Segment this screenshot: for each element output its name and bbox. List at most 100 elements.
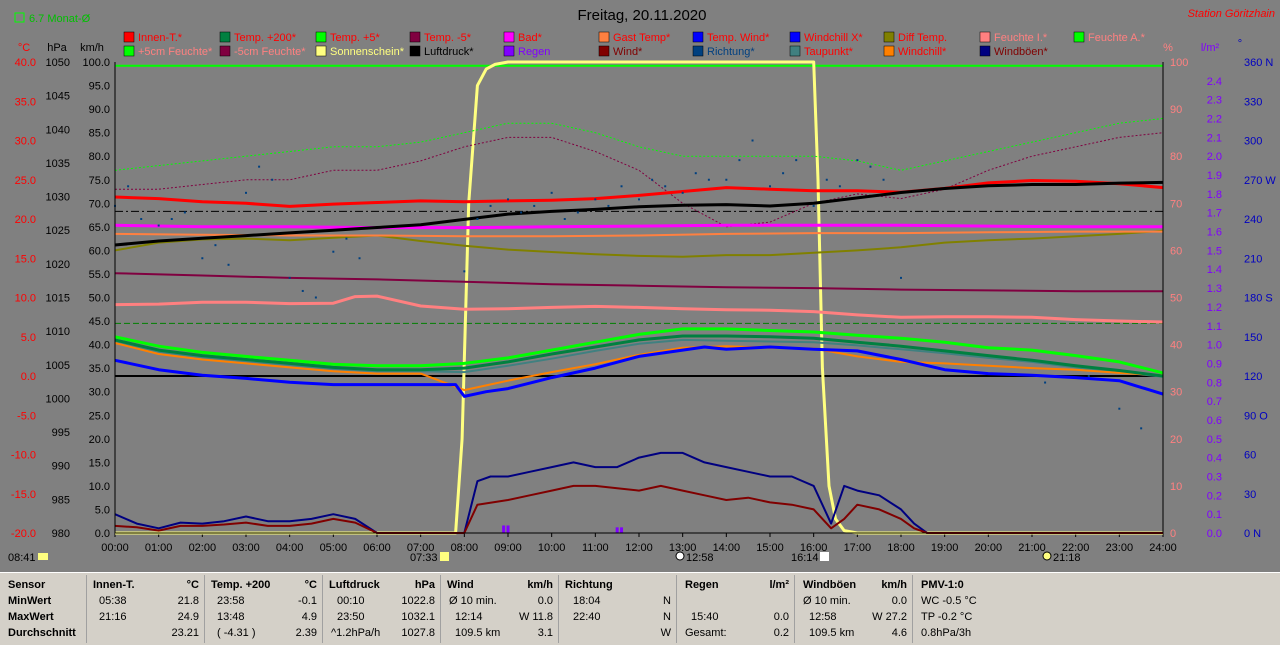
speed-tick-label: 65.0	[89, 222, 110, 234]
direction-tick-label: 210	[1244, 253, 1262, 265]
legend-label: Richtung*	[707, 46, 755, 58]
pressure-unit: hPa	[47, 42, 67, 54]
richtung-header: Richtung	[565, 579, 613, 591]
humidity-tick-label: 70	[1170, 198, 1182, 210]
direction-point	[258, 165, 261, 168]
series-5cmfeuchte	[114, 118, 1164, 171]
direction-tick-label: 0 N	[1244, 528, 1261, 540]
direction-point	[900, 276, 902, 279]
legend-swatch	[503, 45, 515, 57]
temp200-max-time: 13:48	[217, 611, 245, 623]
series-gasttemp	[114, 230, 1163, 238]
rain-tick-label: 1.9	[1207, 170, 1222, 182]
legend-swatch	[789, 45, 801, 57]
noon-moon-icon	[675, 551, 685, 561]
monthly-avg-label: 6.7 Monat-Ø	[29, 13, 91, 25]
direction-point	[620, 185, 623, 188]
regen-unit: l/m²	[769, 579, 789, 591]
x-tick-label: 16:00	[800, 542, 828, 554]
boeen-min-value: 0.0	[891, 595, 907, 607]
noon-time: 12:58	[686, 552, 714, 564]
temp-tick-label: -10.0	[11, 450, 36, 462]
temp-tick-label: 25.0	[15, 175, 36, 187]
max-label: MaxWert	[8, 611, 54, 623]
direction-point	[707, 178, 710, 181]
pressure-tick-label: 1030	[46, 192, 70, 204]
speed-tick-label: 50.0	[89, 293, 110, 305]
pressure-tick-label: 1025	[46, 225, 70, 237]
pressure-tick-label: 1000	[46, 393, 70, 405]
x-tick-label: 18:00	[887, 542, 915, 554]
speed-unit: km/h	[80, 42, 104, 54]
innen-header: Innen-T.	[93, 579, 135, 591]
regen-max-time: 15:40	[691, 611, 719, 623]
direction-point	[856, 159, 859, 162]
station-name: Station Göritzhain	[1188, 8, 1275, 20]
speed-tick-label: 85.0	[89, 128, 110, 140]
direction-point	[227, 263, 230, 266]
temp200-max-value: 4.9	[301, 611, 317, 623]
rain-tick-label: 0.1	[1207, 509, 1222, 521]
speed-tick-label: 100.0	[82, 57, 110, 69]
weather-chart: 00:00 01:00 02:00 03:00 04:00 05:00 06:00 07:00…	[8, 7, 1276, 564]
min-label: MinWert	[8, 595, 52, 607]
direction-point	[576, 211, 579, 214]
x-tick-label: 01:00	[145, 542, 173, 554]
luftdruck-max-value: 1032.1	[401, 611, 435, 623]
x-tick-label: 07:00	[407, 542, 435, 554]
direction-point	[245, 191, 247, 194]
temp-tick-label: 30.0	[15, 136, 36, 148]
direction-point	[489, 204, 492, 207]
innen-avg-value: 23.21	[171, 627, 199, 639]
pmv-windchill: WC -0.5 °C	[921, 595, 977, 607]
sunset-icon	[820, 552, 829, 561]
x-tick-label: 23:00	[1106, 542, 1134, 554]
boeen-unit: km/h	[881, 579, 907, 591]
richtung-max-value: N	[663, 611, 671, 623]
boeen-distance: 109.5 km	[809, 627, 855, 639]
summary-pmv: PMV-1:0 WC -0.5 °C TP -0.2 °C 0.8hPa/3h	[912, 575, 1013, 643]
series-richtung	[114, 139, 1143, 430]
direction-point	[345, 237, 348, 240]
sensor-header: Sensor	[8, 579, 46, 591]
speed-tick-label: 75.0	[89, 175, 110, 187]
temp200-header: Temp. +200	[211, 579, 271, 591]
rain-tick-label: 2.4	[1207, 76, 1222, 88]
x-tick-label: 14:00	[713, 542, 741, 554]
speed-tick-label: 55.0	[89, 269, 110, 281]
temp-tick-label: 5.0	[21, 332, 36, 344]
direction-point	[1087, 375, 1090, 377]
rain-tick-label: 2.3	[1207, 95, 1222, 107]
direction-point	[825, 178, 828, 181]
rain-tick-label: 0.0	[1207, 528, 1222, 540]
luftdruck-min-time: 00:10	[337, 595, 365, 607]
pressure-tick-label: 1035	[46, 158, 70, 170]
direction-point	[651, 178, 654, 181]
legend-swatch	[409, 45, 421, 57]
summary-boeen: Windböen km/h Ø 10 min. 0.0 12:58 W 27.2…	[794, 575, 913, 643]
wind-header: Wind	[447, 579, 474, 591]
temp200-avg-value: 2.39	[295, 627, 317, 639]
humidity-tick-label: 0	[1170, 528, 1176, 540]
x-tick-label: 20:00	[975, 542, 1003, 554]
direction-point	[812, 204, 815, 207]
legend-label: Windchill X*	[804, 32, 863, 44]
legend-label: Windböen*	[994, 46, 1049, 58]
moon-icon	[1042, 551, 1052, 561]
direction-point	[533, 204, 536, 207]
direction-point	[507, 198, 509, 201]
legend-label: Feuchte A.*	[1088, 32, 1146, 44]
legend-label: Diff Temp.	[898, 32, 947, 44]
luftdruck-min-value: 1022.8	[401, 595, 435, 607]
legend-swatch	[979, 45, 991, 57]
pressure-tick-label: 990	[52, 461, 70, 473]
speed-tick-label: 80.0	[89, 151, 110, 163]
rain-tick-label: 1.1	[1207, 321, 1222, 333]
rain-tick-label: 0.7	[1207, 396, 1222, 408]
temp200-min-value: -0.1	[298, 595, 317, 607]
speed-tick-label: 60.0	[89, 245, 110, 257]
direction-point	[1044, 381, 1047, 384]
time-markers: 08:41 07:33 12:58 16:14 21:18	[8, 551, 1081, 564]
direction-point	[201, 257, 204, 260]
pmv-dewpoint: TP -0.2 °C	[921, 611, 973, 623]
